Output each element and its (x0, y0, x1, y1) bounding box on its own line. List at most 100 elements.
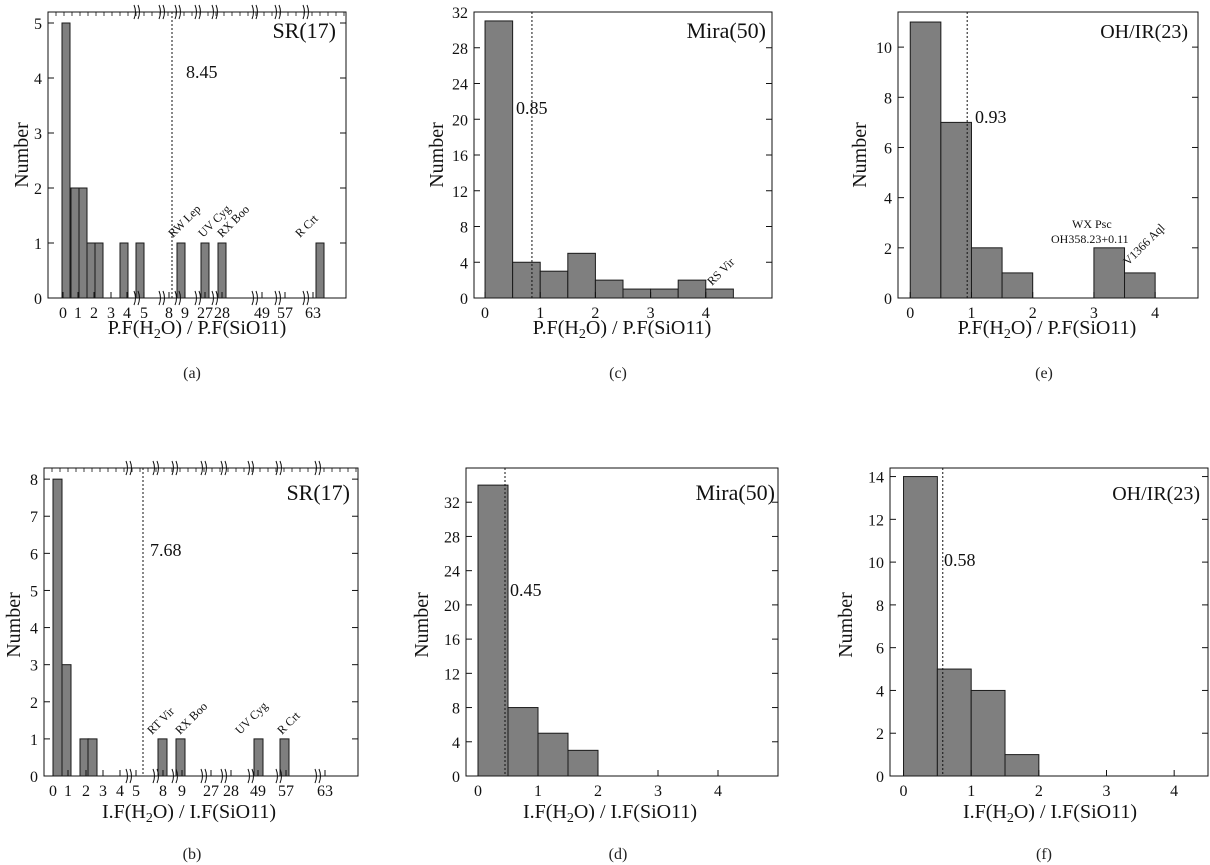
caption-a: (a) (183, 365, 201, 382)
panel-a-xtick-label-2: 2 (90, 305, 98, 322)
panel-b-axis-break-1-1 (152, 768, 159, 784)
panel-b-axis-break-1-5 (247, 768, 254, 784)
panel-c-ytick-label-0: 0 (460, 291, 468, 308)
panel-b-axis-break-1-2 (171, 768, 178, 784)
panel-e-ylabel: Number (849, 122, 871, 188)
panel-a-axis-break-0-4 (211, 4, 218, 20)
panel-b-ytick-label-1: 1 (30, 732, 38, 749)
panel-d-xtick-label-4: 4 (714, 783, 722, 800)
panel-f-ytick-label-5: 10 (868, 555, 884, 572)
panel-d-ytick-label-8: 32 (444, 495, 460, 512)
panel-a-xtick-label-10: 49 (254, 305, 270, 322)
panel-a-axis-break-1-1 (158, 290, 165, 306)
panel-b-xtick-label-3: 3 (99, 783, 107, 800)
panel-c-yticks: 0 4 8 12 16 20 24 28 32 (452, 5, 772, 308)
panel-b-axis-break-0-7 (314, 460, 321, 476)
panel-b-xlabel: I.F(H2O) / I.F(SiO11) (102, 801, 276, 826)
panel-c-ytick-label-7: 28 (452, 41, 468, 58)
panel-c-ytick-label-1: 4 (460, 255, 468, 272)
panel-d-ytick-label-7: 28 (444, 529, 460, 546)
panel-a-axis-break-1-7 (302, 290, 309, 306)
panel-a-bar-10 (315, 242, 325, 299)
panel-c-xticks: 0 1 2 3 4 (481, 292, 710, 322)
panel-a-axis-break-0-7 (302, 4, 309, 20)
panel-f-ytick-label-1: 2 (876, 726, 884, 743)
panel-d-ytick-label-2: 8 (452, 701, 460, 718)
panel-d-xticks: 0 1 2 3 4 (474, 770, 722, 800)
panel-f-plot-area (889, 467, 1209, 777)
panel-b-ytick-label-5: 5 (30, 583, 38, 600)
panel-d-xtick-label-0: 0 (474, 783, 482, 800)
panel-d-bar-1 (507, 707, 539, 777)
panel-a-ytick-label-5: 5 (34, 16, 42, 33)
panel-f-ytick-label-6: 12 (868, 512, 884, 529)
panel-e-bar-4 (1093, 247, 1126, 299)
panel-f-bar-1 (936, 668, 972, 777)
panel-c-ytick-label-6: 24 (452, 77, 468, 94)
panel-b-axis-break-0-6 (275, 460, 282, 476)
panel-b-xticks: 0 1 2 3 4 5 8 9 27 28 49 57 63 (49, 460, 357, 800)
panel-c-ytick-label-8: 32 (452, 5, 468, 22)
panel-a-bar-4 (94, 242, 104, 299)
panel-b-xtick-label-0: 0 (49, 783, 57, 800)
panel-c-ytick-label-5: 20 (452, 112, 468, 129)
panel-e-xtick-label-1: 1 (967, 305, 975, 322)
panel-b-axis-break-0-5 (247, 460, 254, 476)
panel-a-xtick-label-1: 1 (74, 305, 82, 322)
panel-f-xtick-label-2: 2 (1035, 783, 1043, 800)
panel-b-xtick-label-12: 63 (317, 783, 333, 800)
panel-b-axis-break-0-1 (152, 460, 159, 476)
panel-c-title: Mira(50) (687, 18, 766, 43)
panel-a-axis-break-1-3 (194, 290, 201, 306)
panel-a-xtick-label-8: 27 (197, 305, 213, 322)
panel-f-bar-2 (970, 689, 1006, 777)
panel-a-xticks: 0 1 2 3 4 5 8 9 27 28 49 57 63 (55, 4, 345, 322)
panel-d-bars (477, 484, 599, 777)
panel-c-ytick-label-4: 16 (452, 148, 468, 165)
panel-b-title: SR(17) (286, 480, 350, 505)
panel-b-xtick-label-2: 2 (82, 783, 90, 800)
panel-a-title: SR(17) (272, 18, 336, 43)
panel-b-xtick-label-8: 27 (203, 783, 219, 800)
panel-b-ytick-label-3: 3 (30, 658, 38, 675)
panel-f-bar-0 (903, 476, 938, 777)
panel-e-ytick-label-4: 8 (884, 90, 892, 107)
panel-d-title: Mira(50) (696, 480, 775, 505)
panel-e-bar-2 (970, 247, 1003, 299)
panel-a-xtick-label-11: 57 (277, 305, 293, 322)
panel-e-bar-1 (940, 121, 972, 299)
panel-e-title: OH/IR(23) (1100, 21, 1188, 43)
panel-c-xtick-label-1: 1 (536, 305, 544, 322)
panel-b-xtick-label-11: 57 (278, 783, 294, 800)
panel-b-ytick-label-6: 6 (30, 546, 38, 563)
panel-a-xtick-label-7: 9 (181, 305, 189, 322)
panel-e-annotation-oh358: OH358.23+0.11 (1051, 232, 1129, 246)
panel-c-xtick-label-0: 0 (481, 305, 489, 322)
panel-e-xtick-label-2: 2 (1029, 305, 1037, 322)
panel-a-axis-break-0-2 (174, 4, 181, 20)
panel-c-bar-1 (512, 261, 541, 299)
panel-c-ytick-label-2: 8 (460, 220, 468, 237)
panel-e-bar-3 (1001, 272, 1034, 299)
panel-a-axis-break-1-4 (211, 290, 218, 306)
panel-b-axis-break-1-6 (275, 768, 282, 784)
panel-b-ytick-label-2: 2 (30, 695, 38, 712)
caption-d: (d) (608, 846, 628, 863)
panel-e-mean-label: 0.93 (975, 107, 1007, 127)
panel-d-yticks: 0 4 8 12 16 20 24 28 32 (444, 495, 778, 786)
panel-a-bar-0 (61, 22, 71, 299)
panel-b-axis-break-1-3 (200, 768, 207, 784)
panel-b-axis-break-0-0 (125, 460, 132, 476)
panel-a-xtick-label-3: 3 (107, 305, 115, 322)
panel-b-bar-5 (175, 738, 186, 777)
panel-e-xtick-label-0: 0 (906, 305, 914, 322)
panel-d-bar-0 (477, 484, 509, 777)
panel-d-ylabel: Number (411, 592, 433, 658)
panel-b-mean-label: 7.68 (150, 540, 182, 560)
panel-b-xtick-label-4: 4 (116, 783, 124, 800)
panel-b-bar-1 (61, 664, 72, 777)
panel-a-ytick-label-3: 3 (34, 126, 42, 143)
panel-d-ytick-label-6: 24 (444, 564, 460, 581)
